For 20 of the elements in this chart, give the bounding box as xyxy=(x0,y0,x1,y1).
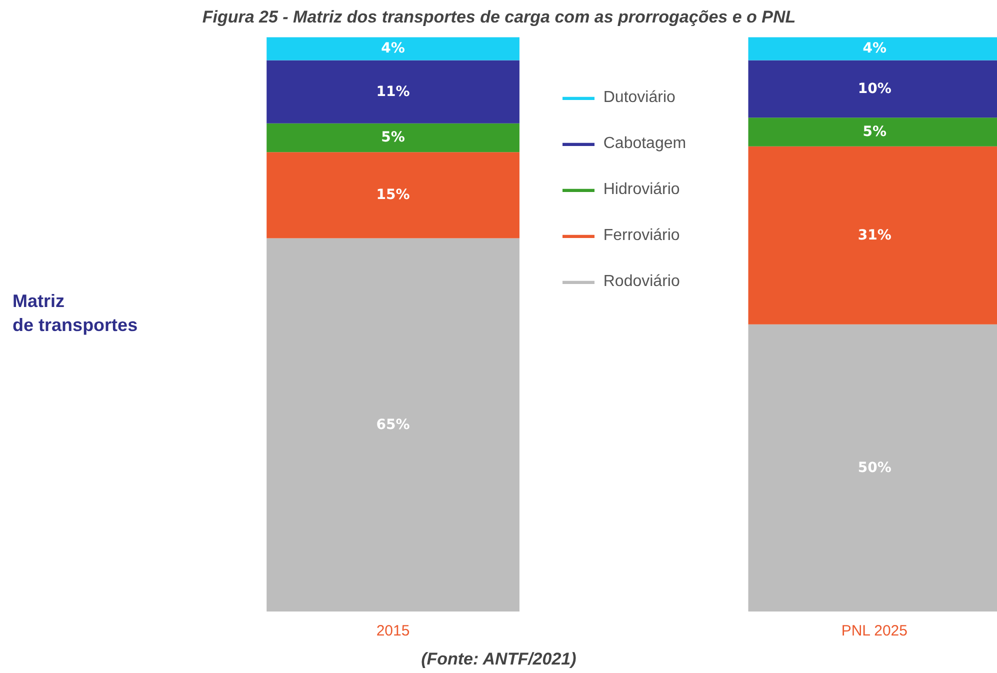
data-label: 4% xyxy=(862,40,887,57)
legend-label: Dutoviário xyxy=(603,89,676,107)
data-label: 31% xyxy=(858,227,892,244)
data-label: 11% xyxy=(376,84,410,100)
x-tick-label: PNL 2025 xyxy=(841,622,908,640)
legend-label: Ferroviário xyxy=(603,227,680,245)
data-label: 50% xyxy=(858,460,892,476)
legend-label: Rodoviário xyxy=(603,273,680,291)
legend-label: Cabotagem xyxy=(603,135,686,153)
data-label: 5% xyxy=(862,124,887,140)
data-label: 65% xyxy=(376,416,410,433)
x-tick-label: 2015 xyxy=(376,622,410,640)
text: (Fonte: ANTF/2021) xyxy=(421,650,577,668)
legend-label: Hidroviário xyxy=(603,181,680,199)
chart-title: Figura 25 - Matriz dos transportes de carga com as prorrogações e o PNL xyxy=(202,8,796,26)
data-label: 4% xyxy=(381,40,405,57)
text: Matriz de transportes xyxy=(12,290,138,335)
data-label: 15% xyxy=(376,187,410,204)
data-label: 10% xyxy=(858,80,892,97)
data-label: 5% xyxy=(381,130,405,146)
